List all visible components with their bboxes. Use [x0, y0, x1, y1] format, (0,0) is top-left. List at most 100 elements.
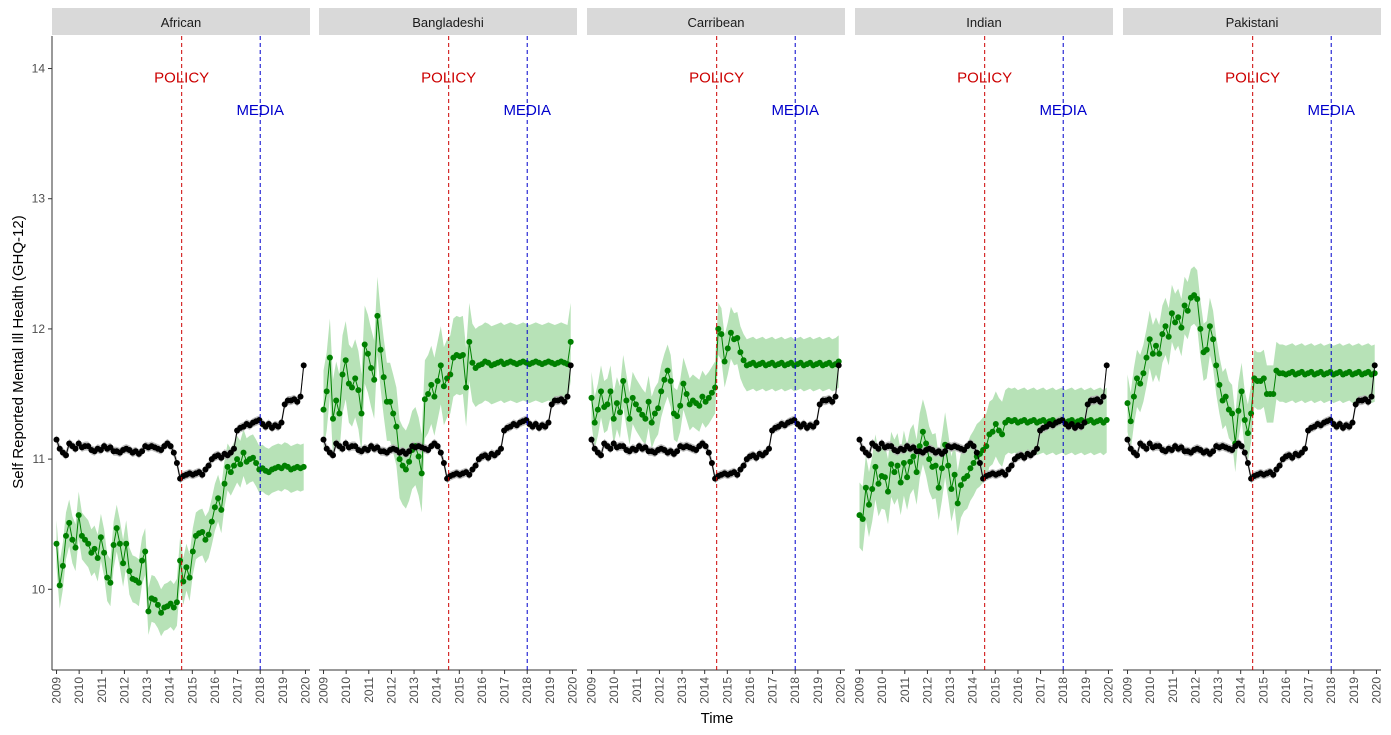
group-data-point — [393, 423, 400, 430]
group-data-point — [1270, 391, 1277, 397]
reference-data-point — [406, 448, 413, 455]
reference-data-point — [278, 419, 285, 426]
reference-data-point — [294, 398, 301, 405]
group-data-point — [696, 402, 703, 409]
reference-data-point — [199, 471, 206, 478]
x-tick-label: 2017 — [1302, 677, 1316, 704]
group-data-point — [926, 456, 933, 463]
x-tick-label: 2017 — [1034, 677, 1048, 704]
group-data-point — [699, 393, 706, 400]
y-tick-label: 11 — [33, 452, 46, 466]
group-data-point — [875, 480, 882, 487]
group-data-point — [94, 555, 101, 561]
group-data-point — [139, 557, 146, 564]
group-data-point — [1159, 331, 1166, 338]
group-data-point — [617, 409, 623, 416]
group-data-point — [1127, 418, 1134, 425]
reference-data-point — [330, 452, 336, 459]
group-data-point — [651, 410, 658, 417]
group-data-point — [636, 406, 643, 413]
group-data-point — [361, 341, 368, 348]
group-data-point — [330, 415, 336, 422]
reference-data-point — [173, 460, 180, 466]
reference-data-point — [1210, 448, 1217, 455]
group-data-point — [349, 384, 355, 391]
group-data-point — [91, 545, 98, 552]
x-tick-label: 2017 — [498, 677, 512, 704]
reference-data-point — [472, 462, 479, 469]
group-data-point — [1222, 393, 1229, 400]
x-tick-label: 2009 — [585, 677, 599, 704]
reference-data-point — [1103, 362, 1110, 369]
group-data-point — [718, 331, 725, 338]
reference-data-point — [440, 460, 447, 466]
group-data-point — [1181, 302, 1188, 309]
reference-data-point — [1134, 452, 1140, 459]
x-tick-label: 2012 — [1188, 677, 1202, 704]
group-data-point — [69, 536, 76, 543]
x-tick-label: 2009 — [853, 677, 867, 704]
x-tick-label: 2016 — [1011, 677, 1025, 704]
group-data-point — [591, 419, 598, 426]
group-data-point — [221, 480, 228, 487]
group-data-point — [1143, 354, 1150, 361]
reference-data-point — [970, 443, 977, 450]
group-data-point — [1203, 346, 1210, 353]
group-data-point — [607, 388, 614, 395]
policy-label: POLICY — [421, 70, 476, 87]
group-data-point — [935, 484, 942, 491]
x-tick-label: 2019 — [1347, 677, 1361, 704]
group-data-point — [1213, 362, 1220, 369]
group-data-point — [1197, 325, 1204, 332]
group-data-point — [215, 495, 222, 502]
x-tick-label: 2014 — [698, 677, 712, 704]
group-data-point — [598, 388, 604, 395]
reference-data-point — [1124, 436, 1131, 443]
media-label: MEDIA — [1039, 102, 1087, 119]
group-data-point — [680, 380, 687, 387]
group-data-point — [126, 568, 133, 575]
reference-data-point — [1244, 460, 1251, 466]
x-tick-label: 2016 — [475, 677, 489, 704]
group-data-point — [342, 357, 349, 364]
facet-strip-label: Bangladeshi — [412, 15, 484, 30]
group-data-point — [463, 384, 470, 391]
reference-data-point — [1241, 449, 1248, 456]
group-data-point — [945, 462, 952, 469]
reference-data-point — [1371, 362, 1378, 369]
group-data-point — [333, 397, 340, 404]
group-data-point — [358, 410, 365, 417]
y-axis-title: Self Reported Mental Ill Health (GHQ-12) — [10, 215, 27, 488]
group-data-point — [352, 375, 359, 382]
group-data-point — [218, 506, 225, 513]
x-tick-label: 2020 — [1101, 677, 1115, 704]
facet-strip-label: Indian — [966, 15, 1001, 30]
facet-strip — [587, 8, 845, 35]
x-tick-label: 2010 — [607, 677, 621, 704]
x-tick-label: 2010 — [72, 677, 86, 704]
group-data-point — [421, 396, 428, 403]
policy-label: POLICY — [957, 70, 1012, 87]
reference-data-point — [875, 445, 882, 452]
group-data-point — [964, 473, 971, 479]
panel-indian: Indian 2009 2010 2011 2012 2013 2014 2015 2016 20… — [853, 8, 1115, 704]
reference-data-point — [832, 393, 839, 400]
media-label: MEDIA — [503, 102, 551, 119]
x-tick-label: 2013 — [675, 677, 689, 704]
reference-data-point — [1327, 417, 1334, 423]
group-data-point — [1165, 333, 1172, 340]
group-data-point — [737, 349, 744, 356]
reference-data-point — [297, 393, 304, 400]
group-data-point — [954, 500, 961, 507]
reference-data-point — [588, 436, 595, 443]
reference-data-point — [734, 471, 741, 478]
group-data-point — [135, 579, 142, 586]
group-data-point — [459, 352, 466, 358]
group-data-point — [1371, 370, 1378, 377]
group-data-point — [1149, 350, 1156, 357]
group-data-point — [440, 383, 447, 390]
group-data-point — [661, 376, 668, 383]
y-tick-label: 13 — [32, 192, 46, 206]
reference-data-point — [170, 449, 177, 456]
group-data-point — [240, 449, 247, 456]
